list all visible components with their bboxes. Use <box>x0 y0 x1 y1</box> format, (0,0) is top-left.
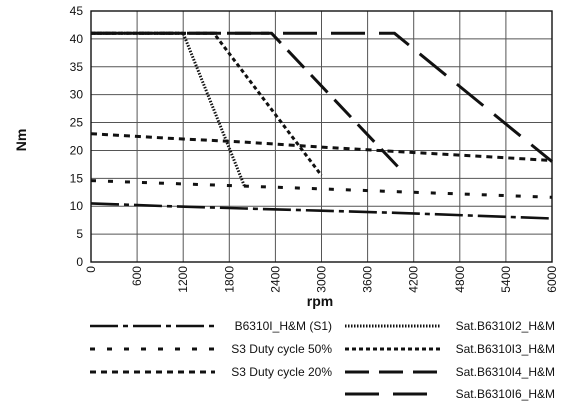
legend-item-2: S3 Duty cycle 50% <box>90 342 332 356</box>
legend-item-7: Sat.B6310I6_H&M <box>345 387 555 401</box>
legend-label: S3 Duty cycle 20% <box>231 365 332 379</box>
x-tick-label-8: 4800 <box>453 266 467 293</box>
legend-label: Sat.B6310I6_H&M <box>456 387 555 401</box>
plot-frame <box>90 10 553 263</box>
x-tick-label-0: 0 <box>84 266 98 273</box>
legend-item-5: Sat.B6310I3_H&M <box>345 342 555 356</box>
series-line-7 <box>91 31 553 163</box>
series-line-5 <box>91 31 323 177</box>
series-line-4 <box>91 31 247 188</box>
y-tick-label-3: 15 <box>70 171 84 185</box>
series-line-6 <box>91 31 400 169</box>
y-tick-label-0: 0 <box>76 255 83 269</box>
legend-item-3: S3 Duty cycle 20% <box>90 365 332 379</box>
x-tick-label-10: 6000 <box>545 266 559 293</box>
y-tick-label-5: 25 <box>70 116 84 130</box>
axes <box>90 10 553 263</box>
legend-label: Sat.B6310I4_H&M <box>456 365 555 379</box>
x-tick-label-4: 2400 <box>268 266 282 293</box>
y-tick-label-2: 10 <box>70 199 84 213</box>
y-tick-label-9: 45 <box>70 4 84 18</box>
series-line-1 <box>90 202 553 220</box>
y-tick-label-7: 35 <box>70 60 84 74</box>
legend-label: S3 Duty cycle 50% <box>231 342 332 356</box>
x-axis-label: rpm <box>307 293 333 309</box>
x-tick-label-2: 1200 <box>176 266 190 293</box>
legend-item-1: B6310I_H&M (S1) <box>90 319 332 333</box>
y-tick-label-6: 30 <box>70 88 84 102</box>
y-tick-label-4: 20 <box>70 143 84 157</box>
y-tick-label-8: 40 <box>70 32 84 46</box>
x-tick-label-6: 3600 <box>361 266 375 293</box>
y-tick-label-1: 5 <box>76 227 83 241</box>
x-tick-label-7: 4200 <box>407 266 421 293</box>
x-tick-label-3: 1800 <box>222 266 236 293</box>
legend-item-4: Sat.B6310I2_H&M <box>345 319 555 333</box>
legend-item-6: Sat.B6310I4_H&M <box>345 365 555 379</box>
x-tick-label-1: 600 <box>130 266 144 286</box>
series-lines <box>90 31 553 220</box>
legend: B6310I_H&M (S1) S3 Duty cycle 50% S3 Duty … <box>90 319 555 401</box>
x-tick-label-9: 5400 <box>499 266 513 293</box>
legend-label: Sat.B6310I2_H&M <box>456 319 555 333</box>
legend-label: B6310I_H&M (S1) <box>235 319 332 333</box>
legend-label: Sat.B6310I3_H&M <box>456 342 555 356</box>
y-axis-label: Nm <box>13 129 29 152</box>
x-tick-label-5: 3000 <box>315 266 329 293</box>
tick-labels: 0 5 10 15 20 25 30 35 40 45 0 600 1200 1800 2400 3000 36… <box>70 4 559 293</box>
